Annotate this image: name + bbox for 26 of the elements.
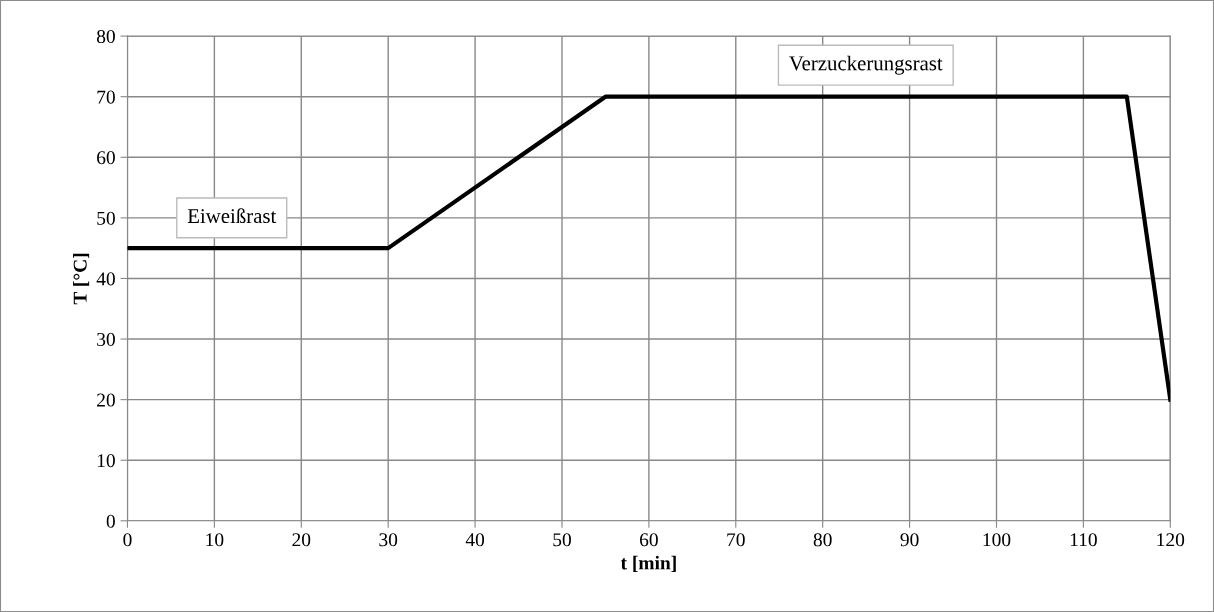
x-tick-label: 30 bbox=[379, 533, 398, 547]
y-tick-label: 20 bbox=[97, 393, 115, 407]
x-tick-label: 40 bbox=[465, 533, 485, 547]
x-tick-label: 90 bbox=[900, 533, 919, 547]
y-tick-label: 40 bbox=[96, 272, 115, 286]
y-tick-label: 50 bbox=[97, 211, 115, 225]
x-tick-label: 50 bbox=[553, 533, 571, 547]
y-tick-label: 0 bbox=[106, 514, 115, 528]
y-tick-label: 30 bbox=[97, 332, 115, 346]
x-tick-label: 70 bbox=[727, 533, 745, 547]
x-tick-label: 60 bbox=[640, 533, 658, 547]
y-tick-label: 80 bbox=[96, 29, 115, 44]
annotation: Eiweißrast bbox=[187, 208, 277, 224]
y-axis-title: T [°C] bbox=[73, 253, 90, 305]
x-tick-label: 20 bbox=[292, 533, 311, 547]
y-tick-label: 70 bbox=[97, 90, 115, 104]
x-tick-label: 120 bbox=[1157, 533, 1185, 547]
y-tick-label: 10 bbox=[97, 454, 115, 468]
x-tick-label: 110 bbox=[1070, 533, 1097, 547]
annotation: Verzuckerungsrast bbox=[789, 55, 943, 75]
y-tick-label: 60 bbox=[97, 151, 115, 165]
x-axis-title: t [min] bbox=[620, 555, 676, 572]
x-tick-label: 10 bbox=[206, 533, 224, 547]
x-tick-label: 80 bbox=[813, 533, 832, 547]
x-tick-label: 0 bbox=[123, 533, 132, 547]
x-tick-label: 100 bbox=[983, 533, 1011, 547]
